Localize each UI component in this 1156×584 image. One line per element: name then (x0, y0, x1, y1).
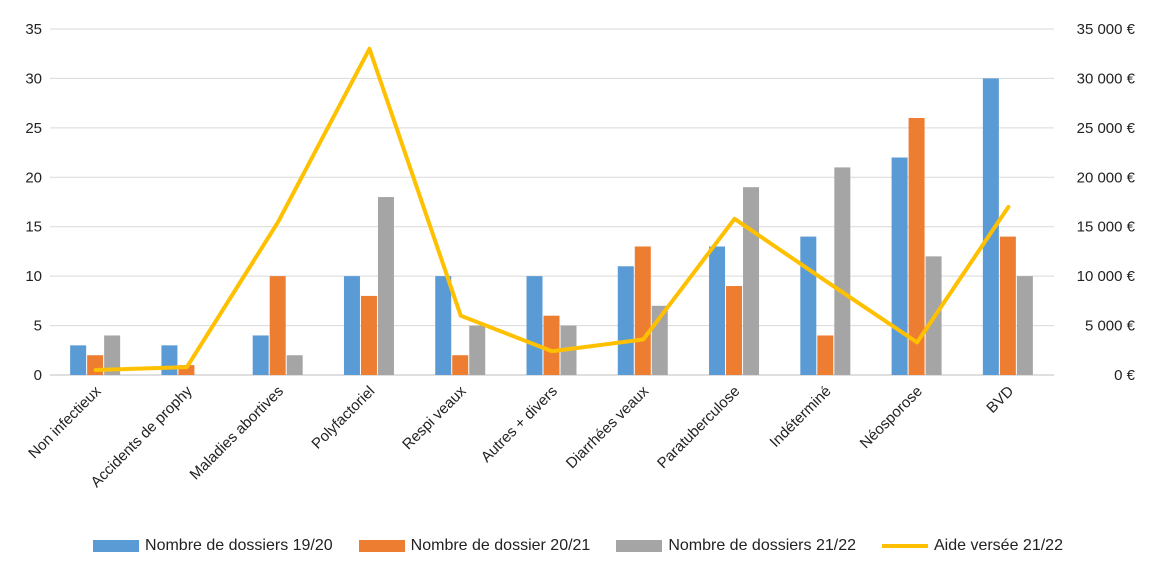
right-axis-ticks: 0 € 5 000 € 10 000 € 15 000 € 20 000 € 25 000… (1077, 21, 1136, 384)
right-tick-label: 20 000 € (1077, 169, 1136, 186)
category-label: Indéterminé (767, 383, 835, 451)
bar-3 (1016, 276, 1033, 375)
bar-3 (377, 197, 394, 375)
category-label: Maladies abortives (187, 383, 287, 483)
legend: Nombre de dossiers 19/20 Nombre de dossi… (0, 534, 1156, 558)
category-label: Respi veaux (399, 382, 470, 453)
chart: 0 5 10 15 20 25 30 35 0 € 5 000 € 10 000 € 15 000 … (25, 21, 1136, 491)
legend-label-series-4: Aide versée 21/22 (933, 537, 1063, 554)
left-tick-label: 10 (25, 268, 42, 285)
bar-2 (634, 246, 651, 375)
bar-2 (999, 236, 1016, 375)
legend-item-series-1: Nombre de dossiers 19/20 (93, 537, 333, 555)
legend-label-series-2: Nombre de dossier 20/21 (410, 537, 591, 554)
bar-1 (526, 276, 543, 375)
bar-1 (617, 266, 634, 375)
legend-swatch-series-4 (881, 544, 928, 548)
bar-1 (800, 236, 817, 375)
legend-swatch-series-1 (93, 540, 140, 552)
bar-3 (286, 355, 303, 375)
right-tick-label: 35 000 € (1077, 21, 1136, 38)
legend-swatch-series-2 (358, 540, 405, 552)
bar-3 (469, 325, 486, 375)
bar-1 (891, 157, 908, 375)
left-axis-ticks: 0 5 10 15 20 25 30 35 (25, 21, 42, 384)
bar-2 (269, 276, 286, 375)
legend-item-series-3: Nombre de dossiers 21/22 (616, 537, 856, 555)
category-label: Non infectieux (25, 382, 105, 462)
left-tick-label: 15 (25, 219, 42, 236)
bar-2 (726, 286, 743, 375)
right-tick-label: 15 000 € (1077, 219, 1136, 236)
bar-2 (87, 355, 104, 375)
left-tick-label: 35 (25, 21, 42, 38)
category-label: Diarrhées veaux (563, 382, 653, 472)
left-tick-label: 0 (34, 367, 42, 384)
bar-2 (452, 355, 469, 375)
bar-1 (982, 78, 999, 375)
left-tick-label: 5 (34, 318, 42, 335)
bar-2 (543, 315, 560, 375)
bar-1 (161, 345, 178, 375)
legend-swatch-series-3 (616, 540, 663, 552)
bar-3 (104, 335, 121, 375)
category-label: Néosporose (857, 383, 926, 452)
right-tick-label: 30 000 € (1077, 70, 1136, 87)
left-tick-label: 20 (25, 169, 42, 186)
left-tick-label: 30 (25, 70, 42, 87)
category-label: BVD (983, 383, 1017, 417)
gridlines (50, 28, 1054, 376)
legend-item-series-4: Aide versée 21/22 (881, 537, 1063, 555)
legend-label-series-1: Nombre de dossiers 19/20 (145, 537, 333, 554)
bar-2 (817, 335, 834, 375)
bar-2 (908, 117, 925, 375)
bar-2 (178, 365, 195, 375)
right-tick-label: 25 000 € (1077, 120, 1136, 137)
category-label: Polyfactoriel (308, 383, 378, 453)
aide-line (93, 46, 1011, 373)
bar-1 (252, 335, 269, 375)
legend-label-series-3: Nombre de dossiers 21/22 (668, 537, 856, 554)
right-tick-label: 10 000 € (1077, 268, 1136, 285)
bar-1 (343, 276, 360, 375)
bar-2 (360, 295, 377, 375)
category-label: Accidents de prophy (88, 382, 196, 490)
line-series (93, 46, 1011, 373)
legend-item-series-2: Nombre de dossier 20/21 (358, 537, 591, 555)
bar-1 (709, 246, 726, 375)
right-tick-label: 0 € (1114, 367, 1136, 384)
bar-3 (834, 167, 851, 375)
category-label: Autres + divers (478, 383, 561, 466)
bar-1 (70, 345, 87, 375)
left-tick-label: 25 (25, 120, 42, 137)
right-tick-label: 5 000 € (1085, 318, 1136, 335)
bar-1 (435, 276, 452, 375)
bar-3 (743, 187, 760, 375)
category-label: Paratuberculose (654, 383, 743, 472)
